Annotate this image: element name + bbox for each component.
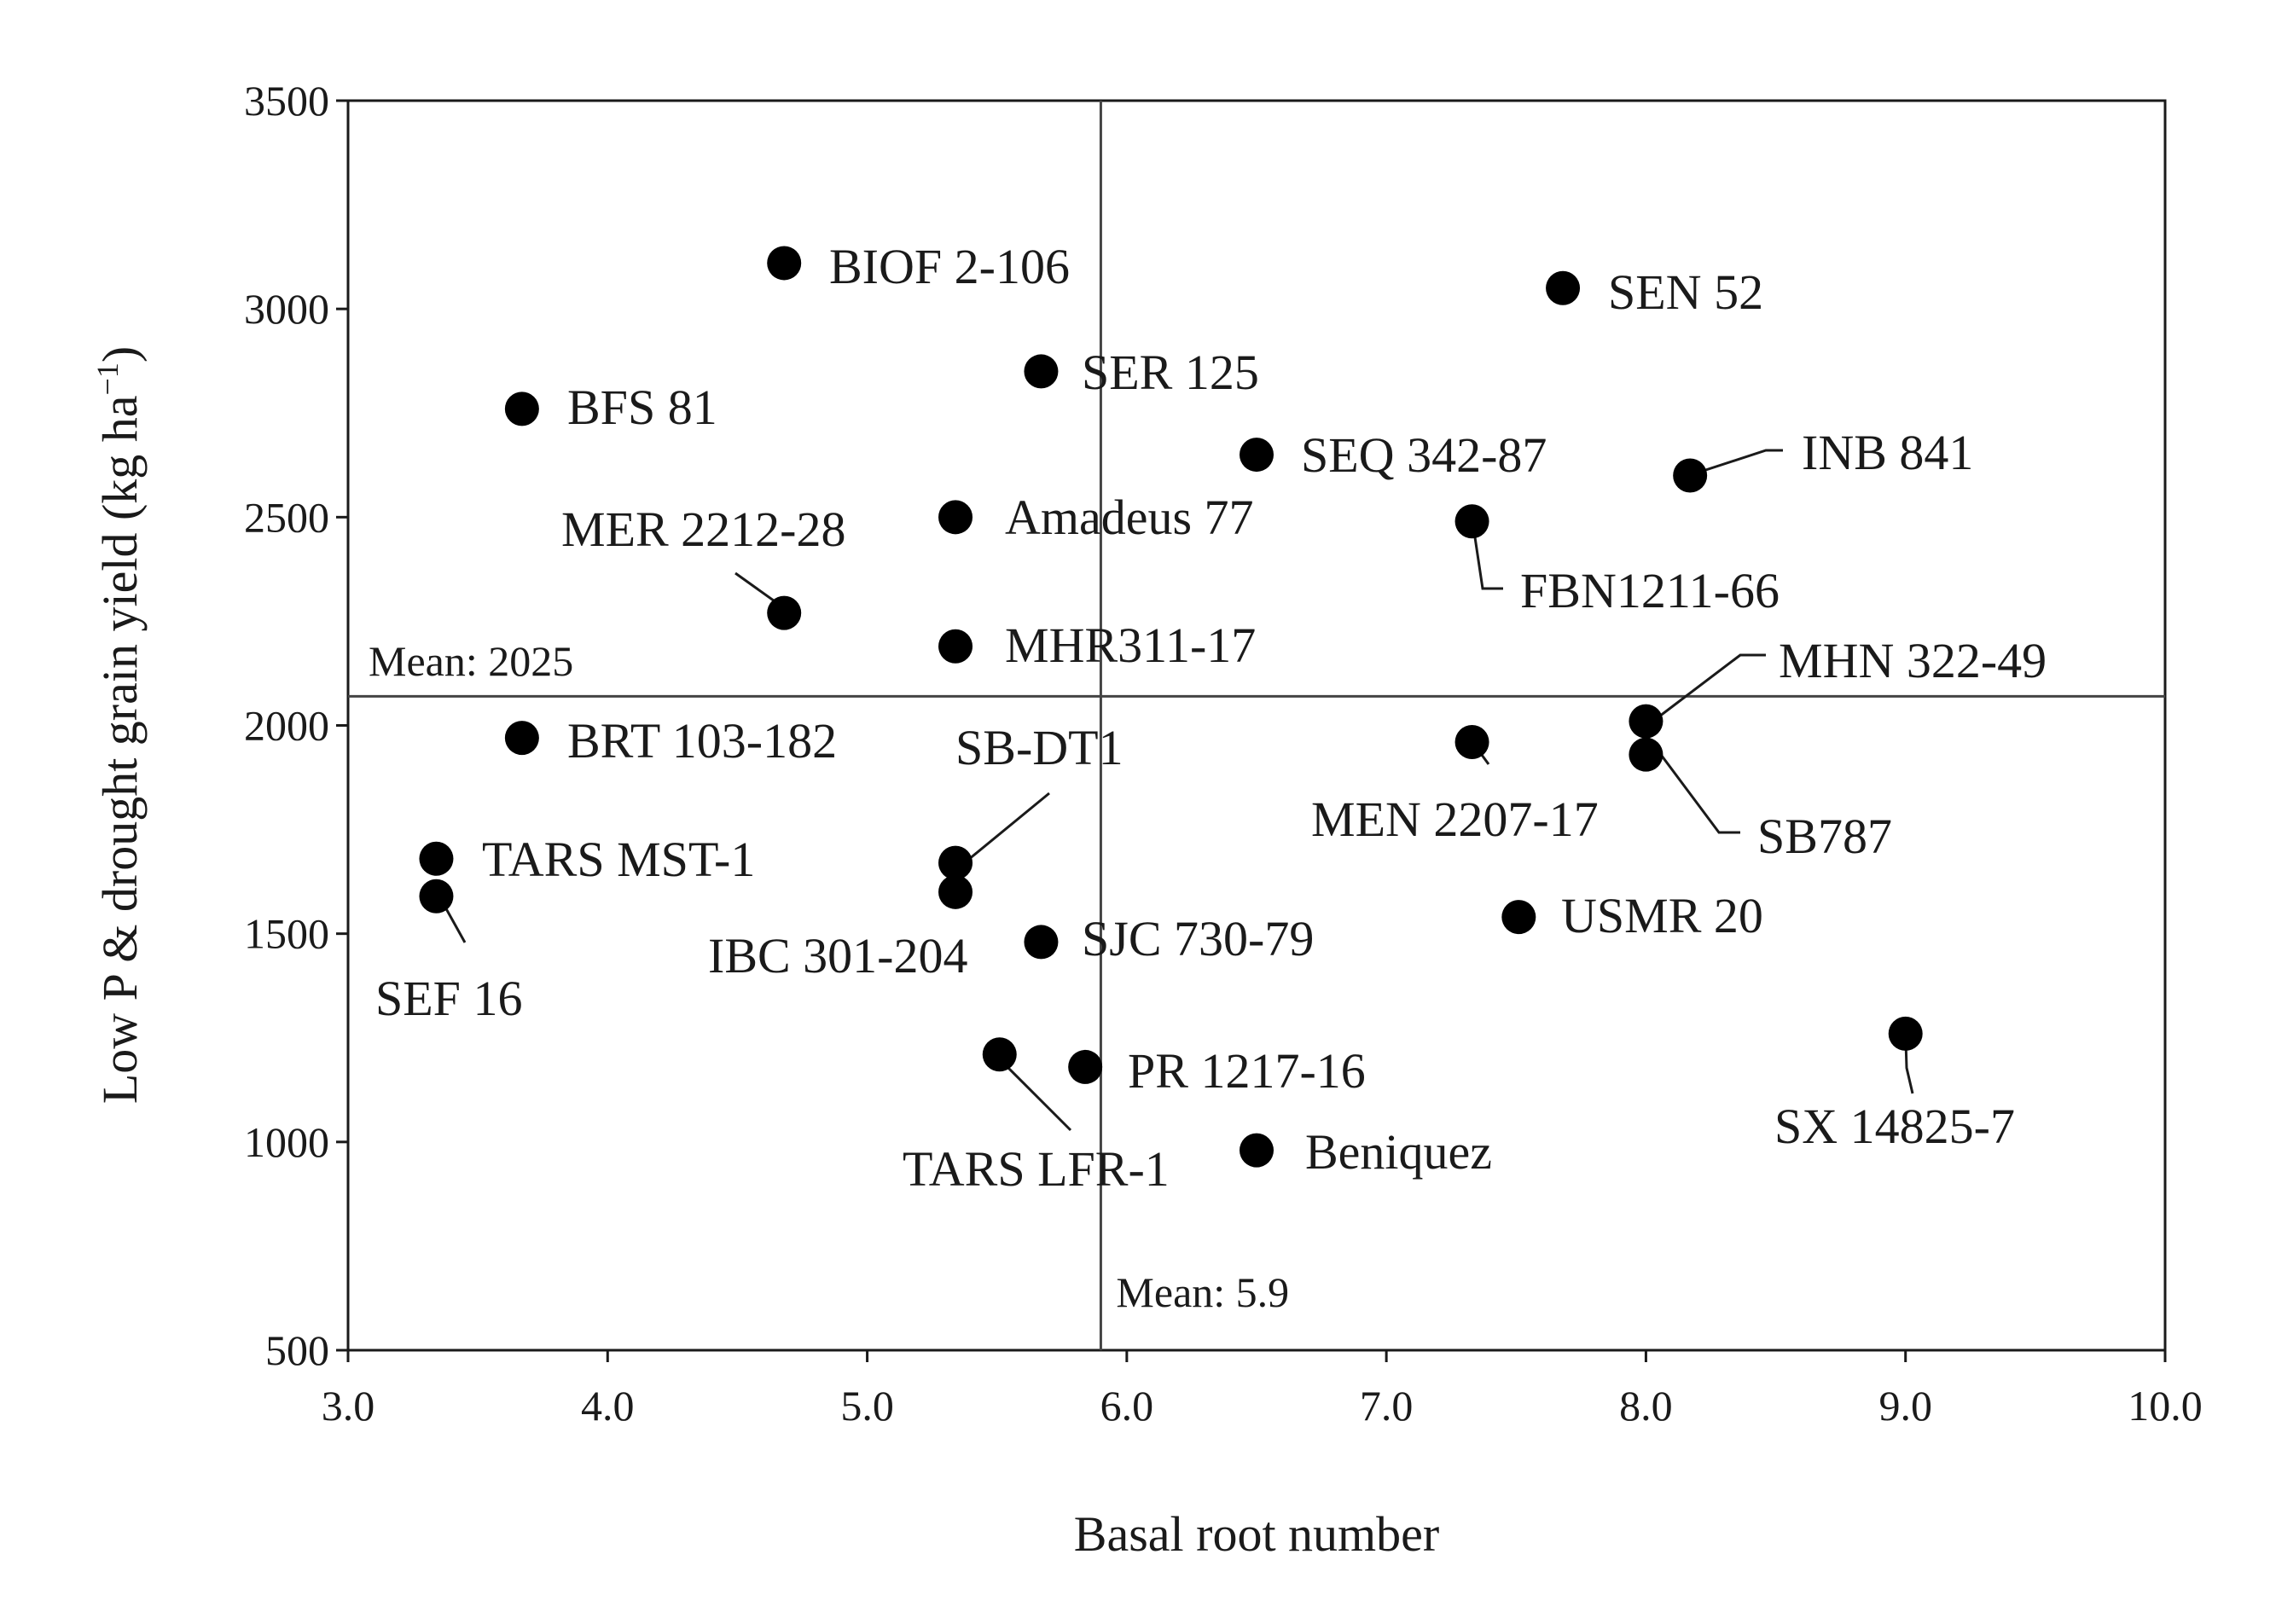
point-label: IBC 301-204 (708, 928, 968, 983)
data-point (938, 845, 973, 880)
point-label: MEN 2207-17 (1311, 792, 1599, 847)
point-label: SB-DT1 (955, 720, 1123, 775)
point-label: BRT 103-182 (567, 713, 837, 768)
y-axis-label-main: Low P & drought grain yield (kg ha (92, 395, 148, 1104)
point-label: Amadeus 77 (1005, 490, 1254, 545)
point-labels: BIOF 2-106 SEN 52 BFS 81 SER 125 SEQ 342-87 I… (375, 239, 2047, 1197)
y-tick-label: 500 (265, 1326, 329, 1374)
y-tick-label: 1500 (244, 910, 329, 958)
point-label: SB787 (1757, 809, 1892, 864)
point-label: SJC 730-79 (1082, 911, 1314, 966)
data-point (1454, 504, 1489, 539)
x-axis-label: Basal root number (1074, 1506, 1439, 1562)
data-point (767, 246, 802, 281)
point-label: SER 125 (1082, 345, 1259, 400)
x-tick-label: 10.0 (2128, 1382, 2203, 1430)
data-point (1024, 925, 1059, 960)
point-label: INB 841 (1802, 425, 1973, 480)
x-tick-label: 5.0 (840, 1382, 894, 1430)
x-tick-label: 3.0 (322, 1382, 375, 1430)
point-label: USMR 20 (1561, 888, 1763, 943)
data-point (938, 874, 973, 909)
leader-line (1645, 653, 1766, 723)
point-label: Beniquez (1305, 1124, 1492, 1180)
data-point (938, 500, 973, 535)
data-point (504, 721, 539, 756)
point-label: FBN1211-66 (1520, 563, 1780, 618)
x-tick-label: 7.0 (1360, 1382, 1414, 1430)
y-axis-label-end: ) (92, 346, 148, 362)
data-point (419, 841, 454, 876)
data-point (1240, 438, 1274, 473)
y-axis-label: Low P & drought grain yield (kg ha−1) (90, 346, 148, 1104)
point-label: SX 14825-7 (1774, 1099, 2015, 1154)
data-point (1501, 900, 1536, 935)
point-label: SEN 52 (1608, 264, 1763, 320)
data-point (1888, 1016, 1923, 1051)
point-label: BFS 81 (567, 380, 717, 435)
data-point (1240, 1133, 1274, 1168)
x-tick-label: 6.0 (1100, 1382, 1154, 1430)
mean-x-label: Mean: 5.9 (1116, 1268, 1289, 1316)
y-tick-label: 3000 (244, 285, 329, 333)
y-axis-label-sup: −1 (90, 362, 125, 395)
x-tick-label: 9.0 (1878, 1382, 1932, 1430)
mean-y-label: Mean: 2025 (369, 637, 573, 685)
x-tick-label: 4.0 (581, 1382, 635, 1430)
y-tick-label: 2500 (244, 493, 329, 541)
data-point (1024, 354, 1059, 389)
data-point (504, 392, 539, 426)
data-point (767, 595, 802, 630)
data-point (1454, 725, 1489, 760)
x-tick-label: 8.0 (1619, 1382, 1673, 1430)
point-label: TARS MST-1 (482, 832, 755, 887)
y-tick-label: 3500 (244, 77, 329, 125)
point-label: BIOF 2-106 (829, 239, 1070, 294)
data-point (1546, 270, 1581, 305)
point-label: MHR311-17 (1005, 618, 1256, 673)
point-label: SEQ 342-87 (1301, 427, 1547, 483)
point-label: MER 2212-28 (561, 502, 846, 557)
point-label: PR 1217-16 (1128, 1043, 1366, 1099)
point-label: TARS LFR-1 (903, 1141, 1170, 1197)
data-point (982, 1037, 1017, 1072)
data-point (1068, 1049, 1103, 1084)
data-points (419, 246, 1923, 1168)
data-point (419, 879, 454, 914)
y-tick-label: 1000 (244, 1118, 329, 1166)
point-label: SEF 16 (375, 971, 522, 1026)
axis-ticks: 3.0 4.0 5.0 6.0 7.0 8.0 9.0 10.0 500 1000 1500 2000… (244, 77, 2203, 1430)
data-point (1629, 704, 1663, 739)
data-point (1673, 458, 1708, 493)
data-point (938, 629, 973, 664)
data-point (1629, 737, 1663, 772)
mean-lines: Mean: 5.9 Mean: 2025 (348, 101, 2165, 1350)
y-tick-label: 2000 (244, 702, 329, 750)
leader-line (955, 792, 1050, 865)
point-label: MHN 322-49 (1779, 633, 2047, 688)
